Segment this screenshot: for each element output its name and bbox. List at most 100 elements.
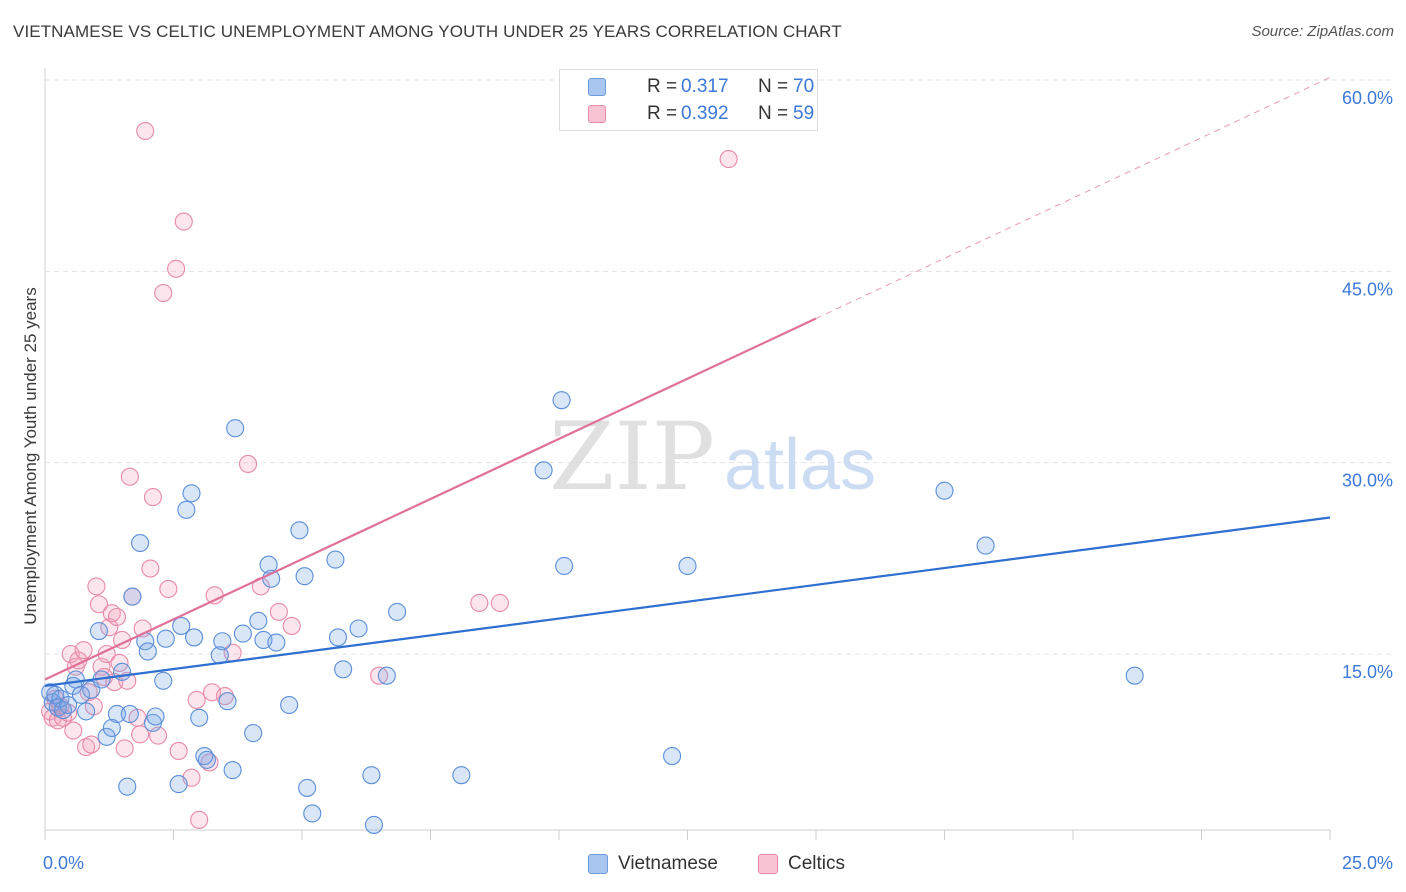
point-vietnamese: [77, 702, 96, 721]
point-celtics: [174, 212, 193, 231]
legend-swatch-celtics: [758, 854, 778, 874]
point-vietnamese: [177, 500, 196, 519]
point-celtics: [87, 577, 106, 596]
point-vietnamese: [226, 419, 245, 438]
source-label: Source: ZipAtlas.com: [1251, 23, 1394, 40]
point-celtics: [190, 810, 209, 829]
point-celtics: [82, 735, 101, 754]
point-vietnamese: [298, 778, 317, 797]
point-vietnamese: [172, 616, 191, 635]
watermark-zip: ZIP: [549, 403, 715, 512]
point-vietnamese: [303, 804, 322, 823]
legend-r-label: R =: [647, 103, 678, 124]
point-vietnamese: [197, 750, 216, 769]
point-celtics: [167, 259, 186, 278]
point-vietnamese: [89, 621, 109, 641]
point-vietnamese: [678, 556, 697, 576]
point-vietnamese: [388, 602, 407, 621]
point-vietnamese: [552, 391, 571, 410]
point-vietnamese: [935, 481, 954, 500]
y-axis-label: Unemployment Among Youth under 25 years: [21, 287, 40, 624]
points-layer: [41, 121, 1144, 834]
point-celtics: [59, 703, 78, 722]
point-celtics: [136, 121, 155, 141]
legend-r-value: 0.392: [681, 103, 729, 124]
y-tick-label: 45.0%: [1342, 279, 1393, 299]
point-vietnamese: [244, 724, 263, 743]
legend-item-celtics: Celtics: [758, 851, 845, 877]
point-vietnamese: [113, 662, 132, 681]
grid-layer: [45, 79, 1392, 655]
point-celtics: [159, 579, 178, 598]
point-vietnamese: [663, 746, 682, 766]
watermark: ZIP atlas: [549, 403, 876, 512]
point-vietnamese: [555, 556, 574, 576]
point-vietnamese: [118, 777, 137, 796]
axis-layer: [44, 68, 1331, 840]
point-vietnamese: [259, 555, 278, 574]
point-vietnamese: [131, 533, 150, 553]
point-celtics: [470, 593, 489, 613]
point-celtics: [370, 666, 389, 685]
legend-r-value: 0.317: [681, 76, 729, 97]
point-vietnamese: [156, 629, 175, 648]
point-celtics: [154, 283, 173, 303]
legend-n-label: N =: [758, 103, 789, 124]
chart-title: VIETNAMESE VS CELTIC UNEMPLOYMENT AMONG …: [13, 22, 842, 41]
y-tick-label: 15.0%: [1342, 662, 1393, 682]
point-vietnamese: [334, 660, 353, 679]
point-vietnamese: [120, 704, 139, 724]
point-vietnamese: [534, 461, 553, 480]
point-vietnamese: [66, 670, 85, 689]
point-vietnamese: [295, 567, 314, 586]
legend-swatch-vietnamese: [588, 854, 608, 874]
point-vietnamese: [976, 536, 995, 555]
point-vietnamese: [213, 632, 232, 651]
point-celtics: [490, 593, 509, 613]
point-celtics: [115, 739, 134, 758]
point-vietnamese: [280, 695, 299, 715]
legend-n-value: 59: [793, 103, 815, 124]
point-vietnamese: [190, 708, 209, 727]
point-vietnamese: [249, 611, 268, 630]
point-vietnamese: [53, 701, 73, 720]
point-vietnamese: [154, 671, 173, 690]
legend-label-celtics: Celtics: [788, 853, 846, 874]
point-vietnamese: [223, 761, 242, 780]
trend-layer: [44, 76, 1331, 687]
tick-label-layer: 15.0% 30.0% 45.0% 60.0% 0.0% 25.0%: [43, 88, 1393, 873]
trendline-celtics: [44, 317, 817, 681]
point-vietnamese: [233, 624, 252, 643]
point-vietnamese: [182, 484, 201, 503]
legend-label-vietnamese: Vietnamese: [618, 853, 718, 874]
point-vietnamese: [1125, 666, 1144, 685]
point-celtics: [141, 559, 160, 578]
point-celtics: [120, 467, 139, 486]
point-celtics: [719, 150, 738, 169]
point-vietnamese: [377, 666, 396, 685]
trendline-celtics-extension: [815, 76, 1331, 319]
point-celtics: [131, 725, 150, 744]
point-vietnamese: [290, 521, 309, 540]
watermark-atlas: atlas: [724, 425, 876, 505]
legend-swatch-vietnamese: [588, 78, 606, 96]
point-celtics: [215, 687, 234, 706]
x-tick-label: 25.0%: [1342, 853, 1393, 873]
x-tick-label: 0.0%: [43, 853, 84, 873]
legend-correlation-box: R = 0.317 N = 70 R = 0.392 N = 59: [559, 69, 818, 131]
point-celtics: [107, 607, 127, 627]
point-vietnamese: [452, 766, 471, 785]
point-celtics: [169, 741, 188, 760]
point-vietnamese: [267, 633, 286, 652]
point-celtics: [77, 738, 96, 757]
point-vietnamese: [326, 550, 345, 569]
point-celtics: [269, 602, 288, 621]
point-vietnamese: [123, 587, 142, 606]
trendline-vietnamese: [44, 516, 1331, 687]
legend-item-vietnamese: Vietnamese: [588, 851, 718, 877]
y-tick-label: 60.0%: [1342, 88, 1393, 108]
point-vietnamese: [146, 707, 165, 726]
point-vietnamese: [138, 642, 157, 661]
point-celtics: [282, 616, 301, 635]
